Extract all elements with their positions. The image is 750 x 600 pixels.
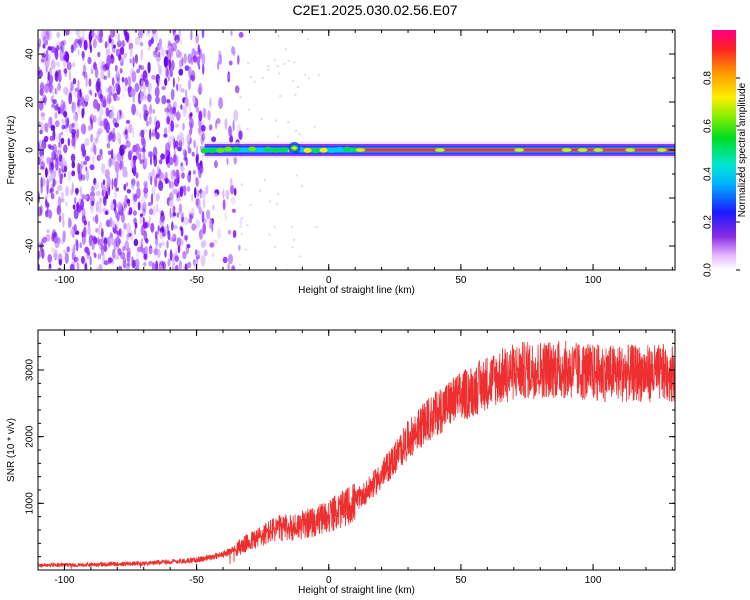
noise-speckle [38,30,320,270]
spectrogram-plot: -100 -50 0 50 100 -40 -20 0 20 40 Height of straig… [6,29,676,296]
snr-x-tick-label: 100 [585,575,602,586]
spectrogram-y-axis-label: Frequency (Hz) [6,116,17,185]
spectrogram-x-tick-label: -50 [189,275,204,286]
spectrogram-y-tick-label: 0 [25,147,36,153]
snr-y-tick-label: 3000 [25,358,36,381]
snr-y-tick-label: 1000 [25,492,36,515]
spectrogram-x-tick-label: 0 [326,275,332,286]
spectrogram-x-tick-label: 100 [585,275,602,286]
spectrogram-y-tick-label: 40 [25,48,36,60]
page-title: C2E1.2025.030.02.56.E07 [292,2,458,18]
snr-x-tick-label: -100 [54,575,74,586]
colorbar: 0.0 0.2 0.4 0.6 0.8 Normalized spectral ampli… [703,30,748,277]
snr-x-tick-label: 0 [326,575,332,586]
snr-x-tick-label: 50 [455,575,467,586]
signal-band [200,142,675,158]
colorbar-tick-label: 0.8 [703,71,714,85]
colorbar-tick-label: 0.2 [703,215,714,229]
spectrogram-x-axis-label: Height of straight line (km) [298,285,415,296]
spectrogram-x-tick-label: 50 [455,275,467,286]
snr-x-axis-label: Height of straight line (km) [298,585,415,596]
snr-y-tick-label: 2000 [25,425,36,448]
snr-x-tick-label: -50 [189,575,204,586]
spectrogram-y-tick-label: -40 [25,238,36,253]
colorbar-gradient [712,30,736,270]
colorbar-tick-label: 0.4 [703,167,714,181]
spectrogram-y-tick-label: 20 [25,96,36,108]
snr-plot: -100 -50 0 50 100 1000 2000 3000 Height of strai… [6,329,676,596]
snr-y-axis-label: SNR (10 * v/v) [6,418,17,482]
spectrogram-y-tick-label: -20 [25,190,36,205]
spectrogram-x-tick-label: -100 [54,275,74,286]
colorbar-tick-label: 0.6 [703,119,714,133]
snr-line [38,340,675,569]
colorbar-label: Normalized spectral amplitude [737,82,748,217]
colorbar-tick-label: 0.0 [703,263,714,277]
